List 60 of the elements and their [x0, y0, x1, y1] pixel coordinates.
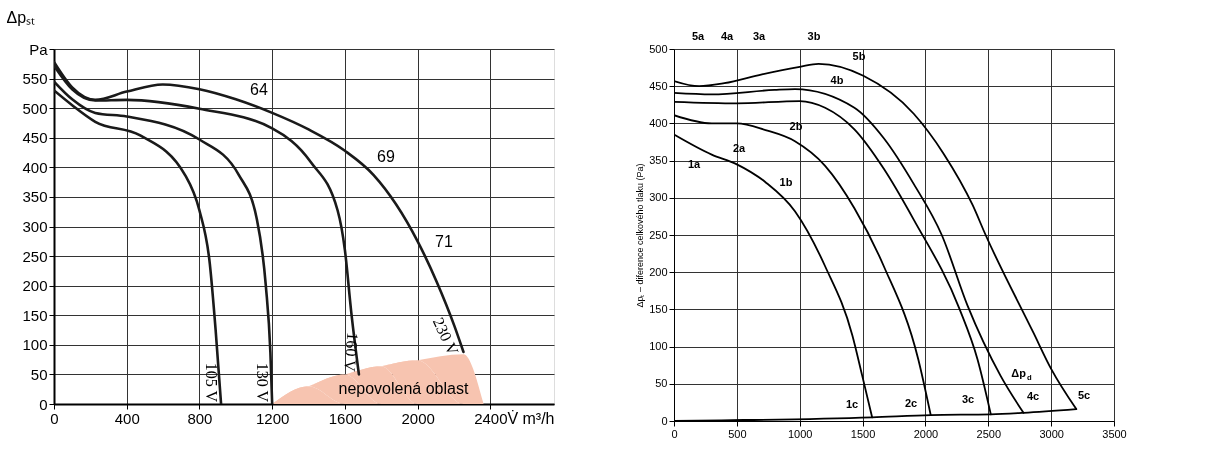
- y-tick-label: 50: [655, 377, 668, 390]
- x-tick-label: 2000: [401, 409, 435, 427]
- text: 230 V: [429, 314, 462, 359]
- y-tick-label: 250: [649, 228, 668, 241]
- x-tick-label: 1000: [787, 427, 813, 440]
- y-tick-label: 100: [649, 340, 668, 353]
- y-tick-label: 550: [22, 70, 48, 88]
- y-tick-label: 100: [22, 336, 48, 354]
- y-tick-label: 150: [22, 306, 48, 324]
- x-tick-label: 1500: [850, 427, 876, 440]
- text: 3a: [752, 30, 766, 42]
- y-tick-label: 400: [22, 158, 48, 176]
- y-axis-title: Δpₜ – diference celkového tlaku (Pa): [635, 163, 646, 308]
- y-tick-label: 300: [649, 191, 668, 204]
- annotation: 4c: [1026, 390, 1040, 402]
- y-tick-label: 150: [649, 302, 668, 315]
- y-tick-label: 0: [39, 395, 48, 413]
- annotation: 4b: [830, 74, 844, 86]
- text: 105 V: [203, 362, 221, 403]
- y-tick-label: 350: [649, 154, 668, 167]
- x-tick-label: 0: [671, 427, 678, 440]
- text: 160 V: [341, 331, 362, 373]
- x-tick-label: 1200: [255, 409, 290, 427]
- y-tick-label: 200: [649, 265, 668, 278]
- annotation: 1b: [779, 176, 793, 188]
- annotation: 2c: [904, 397, 918, 409]
- y-tick-label: 250: [22, 247, 48, 265]
- annotation: 5c: [1077, 389, 1091, 401]
- x-tick-label: 3000: [1039, 427, 1064, 440]
- x-tick-label: 1600: [328, 409, 363, 427]
- y-tick-label: 50: [30, 365, 48, 383]
- y-tick-label: Pa: [29, 40, 49, 58]
- x-tick-label: 3500: [1102, 427, 1127, 440]
- x-tick-label: 800: [187, 409, 213, 427]
- x-tick-label: 500: [728, 427, 747, 440]
- text: 130 V: [254, 362, 272, 403]
- annotation: 69: [377, 148, 395, 165]
- annotation: 71: [435, 233, 453, 250]
- text: 4a: [720, 30, 734, 42]
- y-tick-label: 450: [22, 129, 48, 147]
- y-tick-label: 300: [22, 218, 48, 235]
- y-tick-label: 350: [22, 188, 48, 206]
- x-axis-title: V̇ m³/h: [507, 409, 555, 427]
- y-tick-label: 400: [649, 116, 668, 129]
- y-tick-label: 500: [22, 99, 48, 117]
- text: 5a: [691, 30, 705, 42]
- x-tick-label: 0: [50, 409, 59, 427]
- annotation: 3c: [961, 393, 975, 405]
- x-tick-label: 2000: [913, 427, 939, 440]
- annotation: 1c: [845, 398, 859, 410]
- x-tick-label: 400: [114, 409, 140, 427]
- y-tick-label: 500: [649, 42, 668, 55]
- x-tick-label: 2400: [474, 409, 508, 427]
- y-tick-label: 450: [649, 79, 668, 92]
- annotation: 64: [250, 81, 268, 98]
- text: 3b: [807, 30, 821, 42]
- annotation: nepovolená oblast: [338, 379, 469, 397]
- x-tick-label: 2500: [976, 427, 1002, 440]
- y-tick-label: 200: [22, 277, 48, 295]
- y-axis-title: Δpₛₜ: [6, 8, 36, 26]
